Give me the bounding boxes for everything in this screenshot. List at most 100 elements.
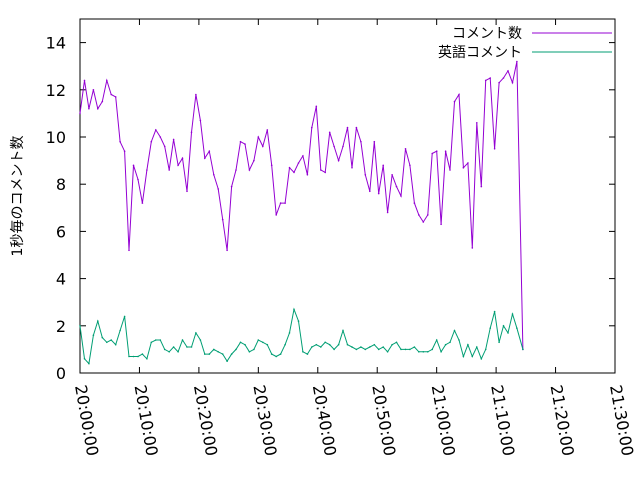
data-point	[467, 343, 469, 346]
data-point	[320, 346, 322, 348]
data-point	[150, 140, 153, 143]
data-point	[279, 353, 282, 355]
data-point	[476, 346, 478, 348]
data-point	[163, 348, 166, 351]
data-point	[284, 343, 286, 346]
series-line	[79, 61, 524, 350]
x-tick-label: 20:40:00	[309, 383, 340, 457]
data-point	[306, 174, 309, 176]
legend-label: 英語コメント	[438, 44, 522, 61]
data-point	[422, 351, 425, 353]
data-point	[311, 126, 313, 129]
data-point	[369, 346, 371, 348]
data-point	[471, 355, 474, 358]
data-point	[324, 341, 327, 344]
data-point	[226, 360, 228, 363]
data-point	[123, 315, 126, 318]
data-point	[342, 329, 344, 332]
data-point	[484, 79, 487, 82]
data-point	[502, 325, 505, 327]
data-point	[284, 202, 286, 204]
data-point	[489, 77, 492, 79]
data-point	[106, 341, 108, 344]
data-point	[239, 341, 242, 344]
data-point	[266, 343, 269, 346]
data-point	[391, 343, 393, 346]
data-point	[458, 93, 460, 96]
data-point	[155, 339, 157, 341]
data-point	[435, 339, 438, 341]
data-point	[444, 343, 447, 346]
x-tick-label: 21:00:00	[428, 383, 459, 457]
data-point	[101, 100, 104, 103]
data-point	[244, 343, 246, 346]
data-point	[511, 313, 514, 315]
data-point	[507, 70, 509, 72]
data-point	[440, 223, 442, 226]
data-point	[217, 188, 219, 190]
y-tick-label: 2	[56, 317, 66, 336]
data-point	[476, 122, 478, 124]
data-point	[458, 339, 460, 341]
data-point	[418, 351, 420, 353]
data-point	[213, 348, 215, 351]
data-point	[114, 96, 117, 98]
data-point	[208, 150, 211, 152]
data-point	[427, 351, 429, 353]
data-point	[106, 79, 108, 82]
data-point	[288, 166, 291, 169]
data-point	[168, 169, 170, 171]
data-point	[328, 131, 331, 134]
data-point	[279, 202, 282, 204]
data-point	[320, 169, 322, 171]
data-point	[377, 348, 380, 351]
series-line	[79, 307, 524, 365]
x-axis: 20:00:00 20:10:00 20:20:00 20:30:00 20:40:00…	[71, 19, 637, 457]
data-point	[195, 332, 197, 334]
y-tick-label: 12	[46, 81, 66, 100]
data-point	[427, 214, 429, 216]
data-point	[235, 169, 237, 171]
data-point	[275, 355, 278, 358]
data-point	[382, 164, 385, 167]
data-point	[297, 320, 300, 322]
data-point	[360, 140, 362, 143]
data-point	[253, 159, 255, 162]
y-axis: 0 2 4 6 8 10 12 14	[46, 34, 615, 383]
data-point	[221, 353, 224, 355]
data-point	[453, 100, 456, 103]
data-point	[204, 353, 206, 355]
data-point	[190, 131, 193, 134]
data-point	[155, 129, 157, 131]
data-point	[337, 343, 340, 346]
x-tick-label: 21:20:00	[547, 383, 578, 457]
y-tick-label: 8	[56, 175, 66, 194]
data-point	[230, 353, 233, 355]
data-point	[110, 339, 112, 341]
data-point	[128, 249, 130, 252]
data-point	[181, 339, 184, 341]
data-point	[395, 341, 398, 344]
data-point	[248, 351, 251, 353]
data-point	[186, 190, 188, 193]
data-point	[346, 343, 349, 346]
data-point	[409, 348, 411, 351]
data-point	[101, 336, 104, 339]
legend-label: コメント数	[452, 26, 522, 42]
data-point	[342, 145, 344, 148]
data-point	[83, 358, 86, 360]
data-point	[141, 202, 144, 204]
data-point	[163, 145, 166, 148]
data-point	[92, 334, 95, 337]
data-point	[516, 60, 518, 63]
data-point	[137, 178, 139, 181]
data-point	[467, 162, 469, 164]
data-point	[502, 77, 505, 79]
data-point	[444, 150, 447, 152]
data-point	[83, 79, 86, 82]
plot-border	[79, 18, 616, 374]
data-point	[257, 136, 260, 138]
y-tick-label: 10	[46, 128, 66, 147]
data-point	[114, 343, 117, 346]
data-point	[489, 327, 492, 330]
